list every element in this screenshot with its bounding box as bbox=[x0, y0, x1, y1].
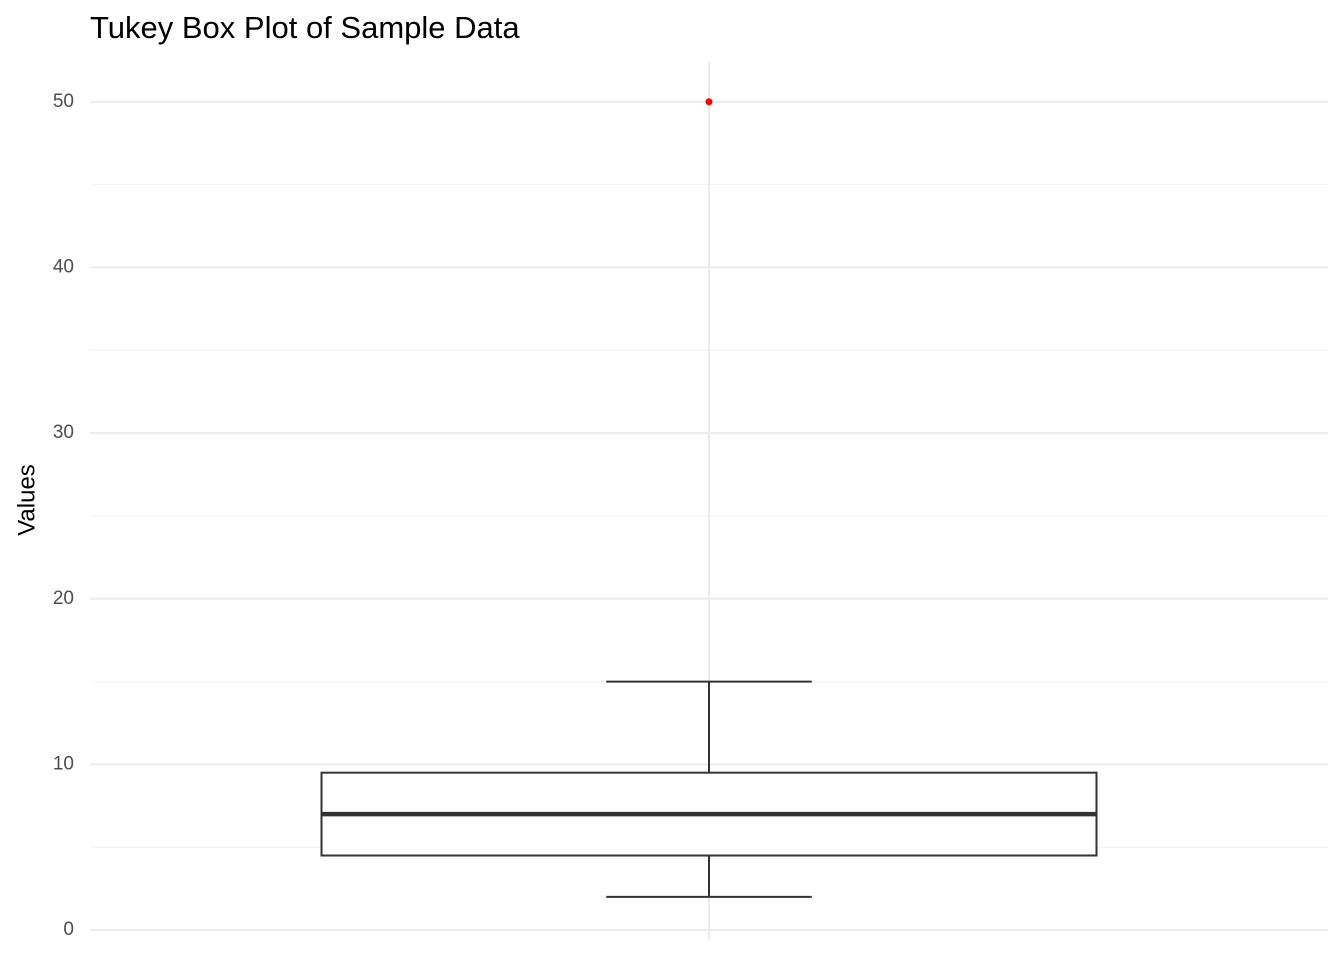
y-tick-label: 10 bbox=[53, 753, 74, 774]
y-tick-label: 40 bbox=[53, 256, 74, 277]
y-tick-label: 20 bbox=[53, 588, 74, 609]
chart-title: Tukey Box Plot of Sample Data bbox=[90, 10, 520, 45]
outlier-point bbox=[705, 98, 713, 106]
y-tick-label: 50 bbox=[53, 91, 74, 112]
y-axis-label: Values bbox=[13, 464, 40, 536]
y-tick-label: 30 bbox=[53, 422, 74, 443]
y-tick-label: 0 bbox=[63, 919, 74, 940]
